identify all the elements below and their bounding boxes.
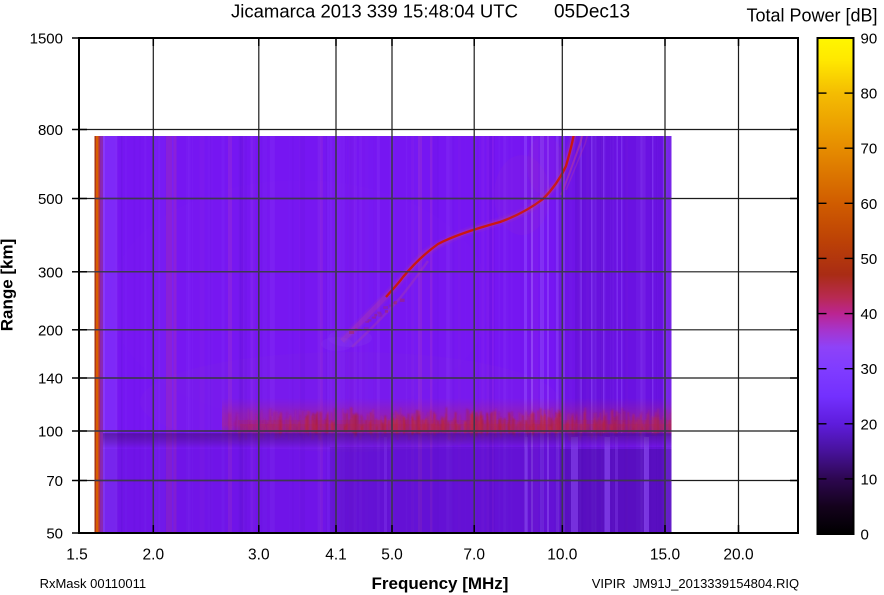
svg-text:80: 80 [861, 86, 878, 103]
svg-text:70: 70 [46, 473, 63, 490]
svg-text:60: 60 [861, 196, 878, 213]
svg-text:1.5: 1.5 [66, 547, 88, 564]
svg-text:0: 0 [861, 527, 869, 544]
svg-text:5.0: 5.0 [381, 547, 403, 564]
svg-text:100: 100 [38, 424, 63, 441]
svg-text:Total Power [dB]: Total Power [dB] [746, 6, 877, 26]
svg-text:10: 10 [861, 471, 878, 488]
svg-text:Range [km]: Range [km] [0, 239, 17, 332]
svg-text:70: 70 [861, 141, 878, 158]
svg-text:10.0: 10.0 [547, 547, 578, 564]
svg-text:VIPIR JM91J_2013339154804.RIQ: VIPIR JM91J_2013339154804.RIQ [592, 576, 799, 591]
svg-text:1500: 1500 [30, 31, 63, 48]
svg-text:200: 200 [38, 322, 63, 339]
svg-text:90: 90 [861, 31, 878, 48]
svg-text:7.0: 7.0 [463, 547, 485, 564]
svg-text:50: 50 [46, 526, 63, 543]
svg-text:2.0: 2.0 [143, 547, 165, 564]
svg-text:20: 20 [861, 416, 878, 433]
svg-text:140: 140 [38, 371, 63, 388]
svg-text:500: 500 [38, 191, 63, 208]
svg-text:50: 50 [861, 251, 878, 268]
svg-text:15.0: 15.0 [650, 547, 681, 564]
svg-text:40: 40 [861, 306, 878, 323]
svg-text:3.0: 3.0 [248, 547, 270, 564]
svg-text:Frequency [MHz]: Frequency [MHz] [372, 574, 509, 593]
svg-text:20.0: 20.0 [723, 547, 754, 564]
svg-text:Jicamarca 2013 339 15:48:04 UT: Jicamarca 2013 339 15:48:04 UTC [231, 1, 518, 22]
svg-text:4.1: 4.1 [325, 547, 347, 564]
svg-text:800: 800 [38, 122, 63, 139]
svg-text:30: 30 [861, 361, 878, 378]
svg-text:RxMask 00110011: RxMask 00110011 [40, 576, 146, 591]
svg-text:05Dec13: 05Dec13 [554, 2, 630, 23]
svg-text:300: 300 [38, 264, 63, 281]
